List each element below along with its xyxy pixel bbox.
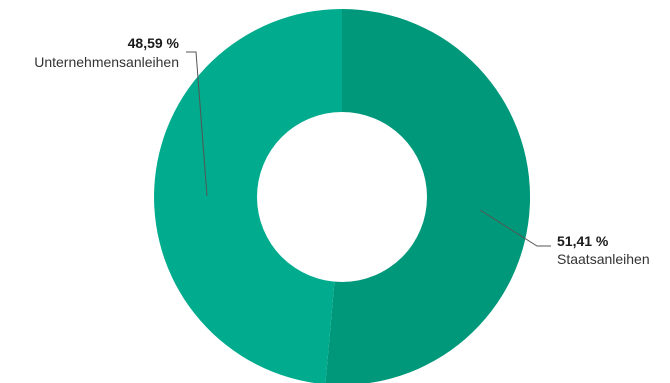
value-label-unternehmensanleihen: 48,59 % (128, 35, 180, 51)
value-label-staatsanleihen: 51,41 % (557, 233, 609, 249)
donut-hole (257, 112, 427, 282)
leader-line-staatsanleihen (479, 209, 551, 247)
name-label-unternehmensanleihen: Unternehmensanleihen (34, 54, 179, 70)
slice-staatsanleihen (325, 9, 531, 383)
leader-line-unternehmensanleihen (186, 51, 208, 197)
slices-group (154, 9, 531, 383)
slice-unternehmensanleihen (154, 9, 342, 383)
name-label-staatsanleihen: Staatsanleihen (557, 251, 650, 267)
